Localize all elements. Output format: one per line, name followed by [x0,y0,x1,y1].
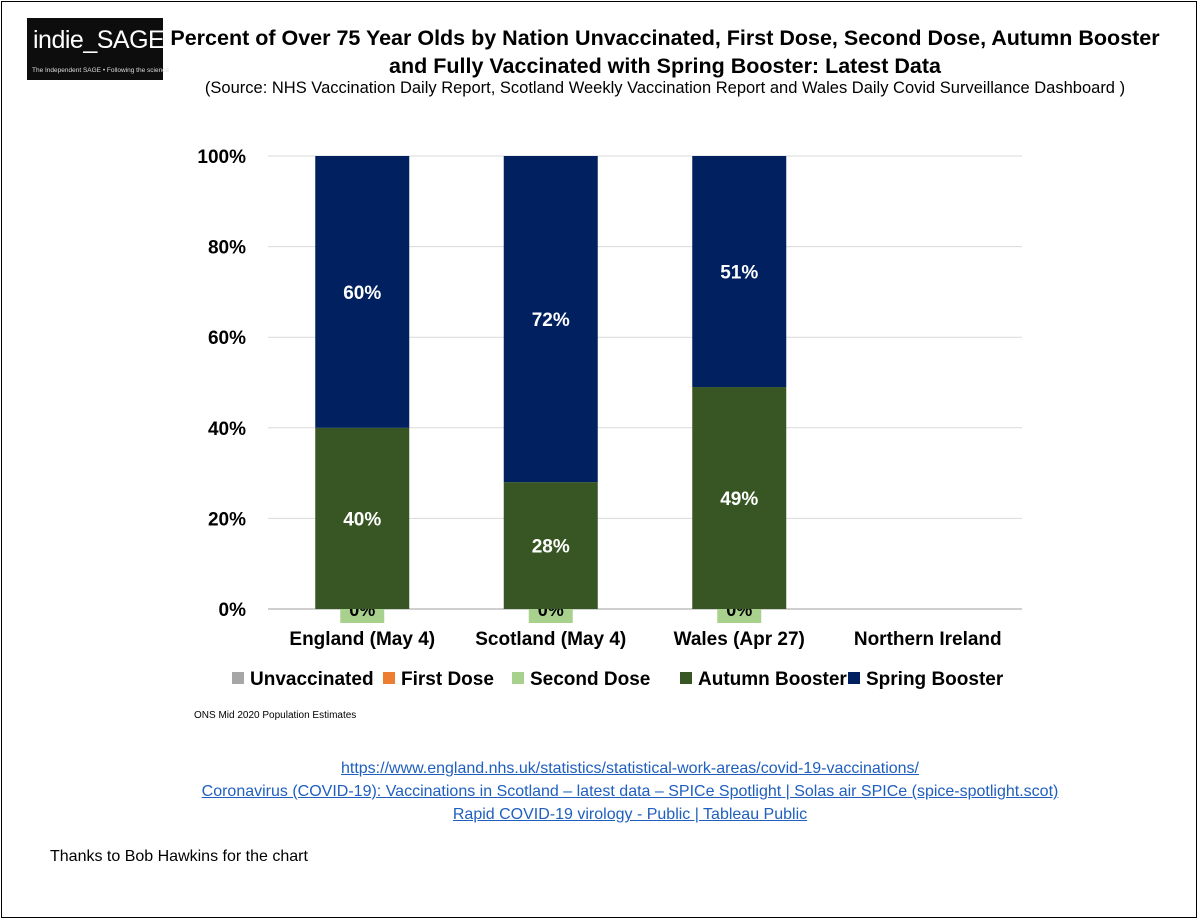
link-spice-scotland[interactable]: Coronavirus (COVID-19): Vaccinations in … [201,783,1059,800]
legend-label: Second Dose [530,669,650,690]
data-label: 51% [720,263,758,284]
x-category-label: Wales (Apr 27) [674,629,805,650]
bar-autumn-booster [503,482,598,609]
link-nhs-england[interactable]: https://www.england.nhs.uk/statistics/st… [340,760,919,777]
data-label: 60% [343,283,381,304]
x-category-label: Scotland (May 4) [475,629,626,650]
bar-spring-booster [692,156,787,388]
bar-autumn-booster [315,427,410,609]
x-category-label: England (May 4) [289,629,435,650]
y-tick-label: 100% [197,147,246,168]
chart-title: Percent of Over 75 Year Olds by Nation U… [170,26,1160,78]
y-tick-label: 40% [208,419,246,440]
chart-source: (Source: NHS Vaccination Daily Report, S… [204,79,1126,97]
legend-label: Spring Booster [866,669,1004,690]
logo-tagline: The Independent SAGE • Following the sci… [32,67,170,74]
indie-sage-logo: indie_SAGE The Independent SAGE • Follow… [27,18,169,80]
legend-label: Unvaccinated [250,669,374,690]
y-tick-label: 80% [208,238,246,259]
bar-spring-booster [315,156,410,428]
y-tick-label: 0% [219,600,247,621]
legend-label: Autumn Booster [698,669,847,690]
bar-spring-booster [503,156,598,483]
link-tableau-wales[interactable]: Rapid COVID-19 virology - Public | Table… [452,806,808,823]
footnote: ONS Mid 2020 Population Estimates [194,710,357,721]
y-tick-label: 20% [208,509,246,530]
chart-credit: Thanks to Bob Hawkins for the chart [50,848,308,865]
data-label: 49% [720,489,758,510]
data-label: 28% [532,537,570,558]
legend-swatch [232,672,244,684]
legend-swatch [680,672,692,684]
legend-swatch [383,672,395,684]
legend-label: First Dose [401,669,494,690]
source-links: https://www.england.nhs.uk/statistics/st… [60,757,1200,826]
x-category-label: Northern Ireland [854,629,1002,650]
data-label: 40% [343,509,381,530]
data-label: 72% [532,310,570,331]
bar-autumn-booster [692,387,787,609]
legend-swatch [512,672,524,684]
legend-swatch [848,672,860,684]
logo-text: indie_SAGE [33,26,165,54]
y-tick-label: 60% [208,328,246,349]
